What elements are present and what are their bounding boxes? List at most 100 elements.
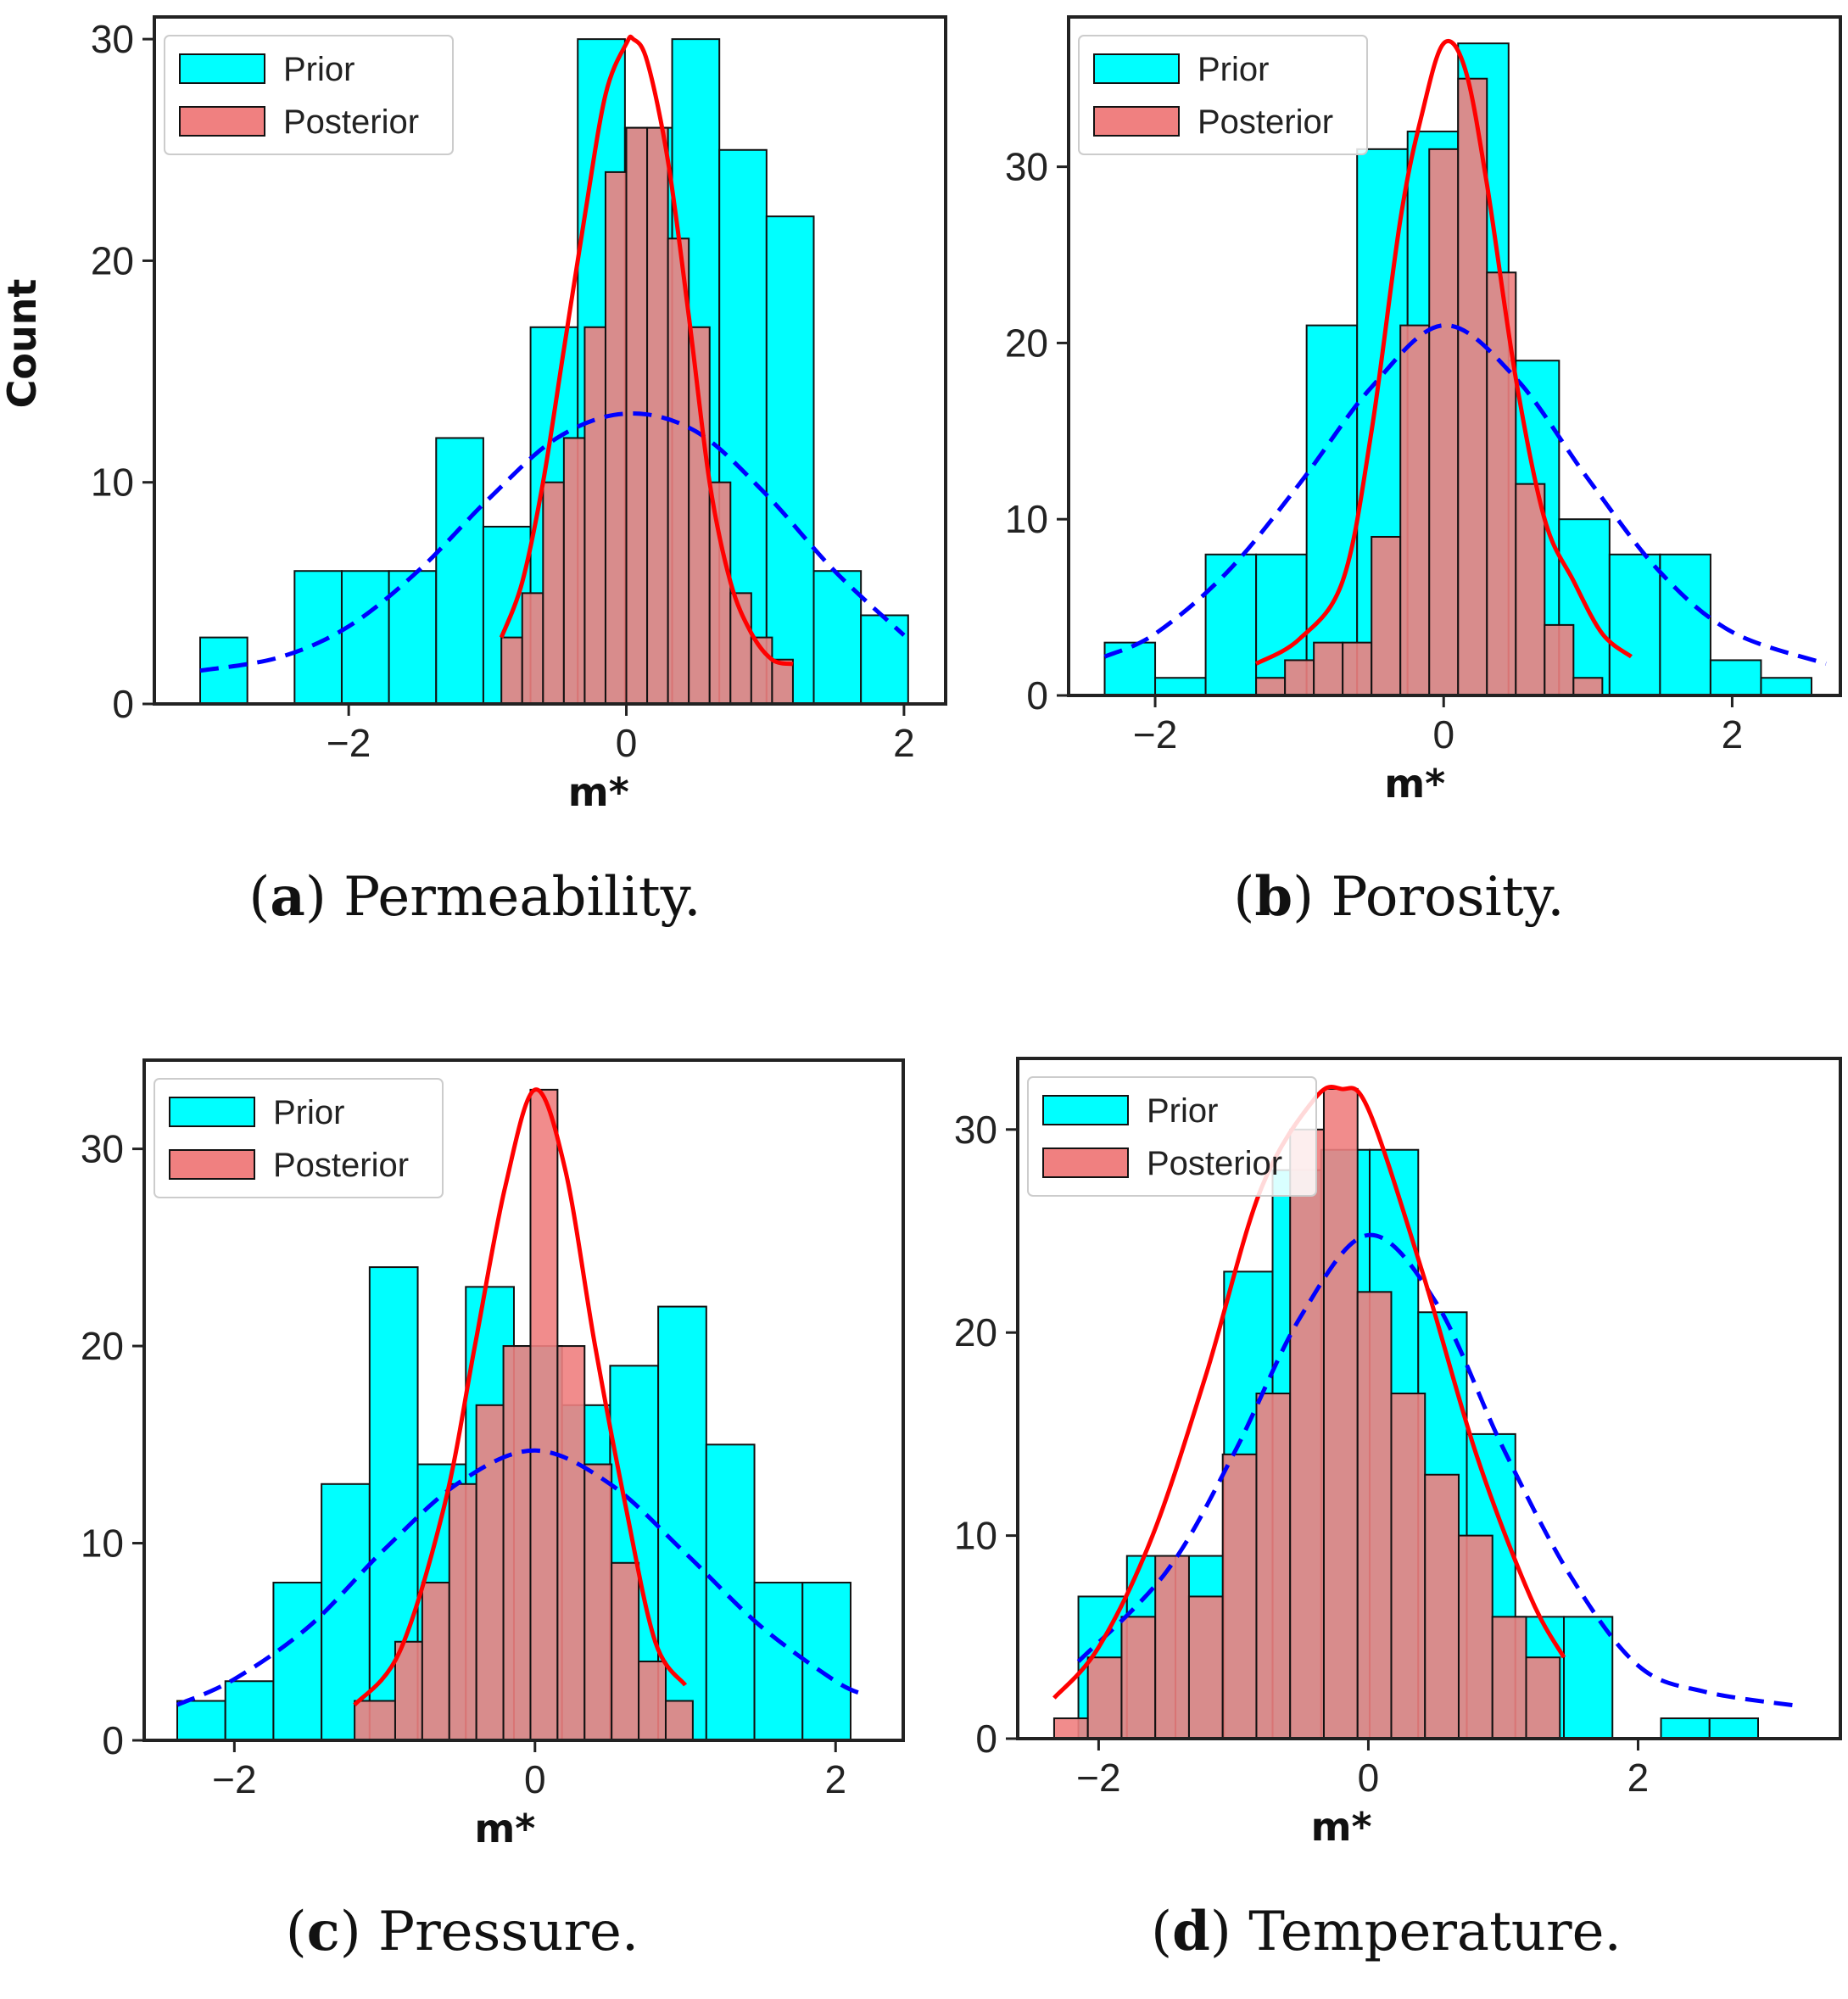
posterior-bar [664,1700,694,1742]
legend-posterior-label: Posterior [1198,103,1333,141]
prior-bar [1709,659,1762,696]
legend-posterior-swatch [179,106,265,137]
y-tick-label: 20 [81,1324,124,1368]
prior-bar [1305,324,1359,696]
y-tick-label: 10 [81,1522,124,1566]
posterior-bar [1289,1128,1325,1740]
legend-prior-label: Prior [283,51,355,88]
legend-prior-swatch [1093,53,1180,84]
prior-bar [765,215,815,705]
posterior-bar [1342,641,1373,697]
legend-prior-swatch [1042,1095,1129,1125]
prior-bar [1608,553,1661,696]
posterior-bar [1390,1393,1426,1739]
prior-bar [801,1582,851,1741]
x-tick-label: 2 [1722,712,1744,757]
posterior-bar [1544,623,1575,696]
posterior-bar [1491,1616,1527,1739]
posterior-bar [529,1088,559,1741]
prior-kde-curve [199,411,906,673]
legend-prior-swatch [169,1097,255,1127]
posterior-bar [394,1640,423,1742]
posterior-bar [1486,271,1517,696]
legend-prior-swatch [179,53,265,84]
posterior-bar [521,592,544,706]
legend: Prior Posterior [154,1078,444,1198]
posterior-bar [448,1482,477,1742]
posterior-kde-curve [499,34,794,667]
x-axis-label: m* [1311,1804,1372,1850]
legend-posterior-label: Posterior [283,103,419,141]
prior-bar [1659,553,1711,696]
prior-kde-curve [1076,1232,1801,1709]
caption-b-tag: b [1254,865,1293,929]
legend-prior-label: Prior [1198,51,1269,88]
posterior-kde-curve [1052,1085,1566,1700]
posterior-bar [556,1345,586,1741]
prior-bar [1204,553,1258,696]
prior-bar [224,1680,275,1741]
posterior-bar [1428,148,1460,696]
legend-posterior-label: Posterior [1147,1145,1282,1182]
y-axis-label: Count [0,279,45,409]
prior-bar [1660,1717,1711,1739]
prior-kde-curve [1103,323,1827,666]
posterior-kde-curve [1254,39,1633,666]
plot-frame [153,15,947,706]
y-tick-label: 10 [954,1514,997,1558]
prior-bar [435,437,484,705]
prior-bar [388,570,438,706]
caption-a-tag: a [270,865,305,929]
caption-d-tag: d [1172,1900,1210,1963]
x-tick-label: 2 [893,721,915,765]
prior-bar [1760,677,1812,696]
posterior-bar [1187,1595,1224,1739]
posterior-bar [1255,677,1287,696]
prior-bar [1103,641,1157,697]
posterior-kde-curve [353,1087,688,1706]
x-tick-label: 0 [1358,1756,1380,1800]
prior-kde-curve [176,1448,867,1707]
caption-c-tag: c [306,1900,340,1963]
prior-bar [176,1700,226,1742]
posterior-bar [604,170,628,706]
posterior-bar [1284,659,1315,696]
posterior-bar [771,658,794,706]
prior-bar [340,570,390,706]
posterior-bar [1154,1555,1190,1739]
caption-d-text: Temperature. [1248,1901,1622,1963]
posterior-bar [421,1582,450,1741]
posterior-bar [354,1700,396,1742]
caption-a-text: Permeability. [343,866,701,929]
posterior-bar [583,1463,613,1741]
posterior-bar [1525,1656,1561,1740]
posterior-bar [1424,1473,1460,1739]
posterior-bar [1457,77,1488,696]
posterior-bar [1572,677,1604,696]
y-tick-label: 20 [1005,321,1048,365]
y-tick-label: 10 [91,461,134,505]
x-tick-label: −2 [1133,712,1177,757]
posterior-bar [1120,1616,1157,1739]
x-tick-label: −2 [327,721,371,765]
y-tick-label: 20 [954,1310,997,1354]
posterior-bar [1515,483,1546,696]
posterior-bar [475,1404,505,1741]
plot-frame [1016,1057,1842,1740]
posterior-bar [583,326,606,705]
prior-bar [705,1443,756,1741]
y-tick-label: 0 [975,1717,997,1761]
caption-c-text: Pressure. [378,1901,639,1963]
posterior-bar [611,1561,640,1741]
posterior-bar [562,437,586,705]
x-axis-label: m* [474,1806,535,1851]
posterior-bar [1371,535,1402,696]
y-tick-label: 30 [81,1127,124,1171]
legend-posterior-swatch [1093,106,1180,137]
legend-posterior-swatch [1042,1147,1129,1178]
x-axis-label: m* [568,769,629,815]
x-tick-label: 0 [524,1757,546,1801]
